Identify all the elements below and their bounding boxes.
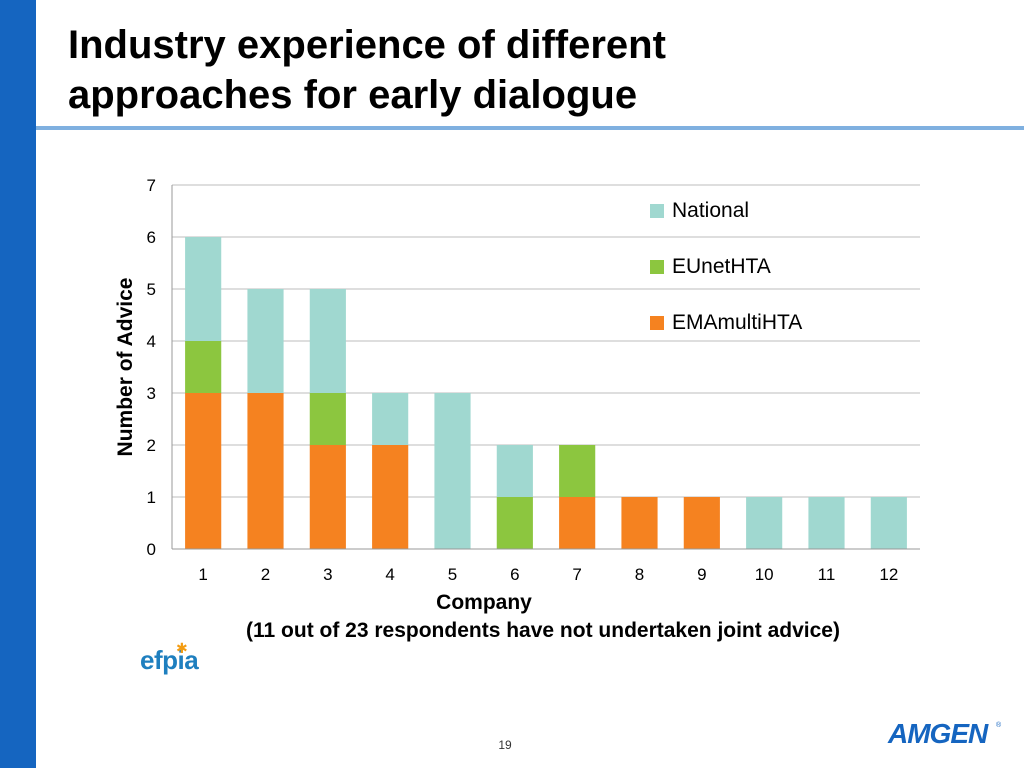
legend-swatch xyxy=(650,316,664,330)
bar-emamultihta xyxy=(683,497,720,549)
bar-national xyxy=(808,497,845,549)
x-tick-label: 12 xyxy=(879,565,898,584)
bar-national xyxy=(496,445,533,497)
y-tick-label: 3 xyxy=(147,384,156,403)
bar-national xyxy=(309,289,346,393)
title-divider xyxy=(36,126,1024,130)
legend: National EUnetHTA EMAmultiHTA xyxy=(650,199,802,334)
x-tick-label: 6 xyxy=(510,565,519,584)
slide-title-line-1: Industry experience of different xyxy=(68,23,666,67)
bar-emamultihta xyxy=(559,497,596,549)
bar-eunethta xyxy=(309,393,346,445)
x-tick-label: 9 xyxy=(697,565,706,584)
left-accent-bar xyxy=(0,0,36,768)
x-tick-label: 7 xyxy=(572,565,581,584)
x-tick-label: 10 xyxy=(755,565,774,584)
y-tick-label: 6 xyxy=(147,228,156,247)
bars xyxy=(185,237,907,549)
bar-emamultihta xyxy=(372,445,409,549)
bar-national xyxy=(247,289,284,393)
x-tick-label: 1 xyxy=(198,565,207,584)
y-tick-label: 4 xyxy=(147,332,156,351)
legend-swatch xyxy=(650,260,664,274)
x-tick-label: 8 xyxy=(635,565,644,584)
legend-label: National xyxy=(672,199,749,222)
x-axis-note: (11 out of 23 respondents have not under… xyxy=(246,619,840,642)
page-number: 19 xyxy=(498,738,512,752)
y-tick-label: 7 xyxy=(147,176,156,195)
bar-emamultihta xyxy=(247,393,284,549)
efpia-logo: efpia xyxy=(140,645,199,675)
y-tick-label: 2 xyxy=(147,436,156,455)
bar-national xyxy=(870,497,907,549)
bar-eunethta xyxy=(185,341,222,393)
bar-eunethta xyxy=(559,445,596,497)
x-tick-label: 5 xyxy=(448,565,457,584)
y-axis-title: Number of Advice xyxy=(114,278,137,457)
bar-national xyxy=(746,497,783,549)
x-tick-label: 11 xyxy=(818,565,836,584)
legend-swatch xyxy=(650,204,664,218)
bar-national xyxy=(434,393,471,549)
bar-emamultihta xyxy=(309,445,346,549)
bar-emamultihta xyxy=(621,497,658,549)
amgen-logo: AMGEN xyxy=(888,718,988,749)
bar-national xyxy=(372,393,409,445)
slide-title-line-2: approaches for early dialogue xyxy=(68,73,638,117)
bar-national xyxy=(185,237,222,341)
bar-emamultihta xyxy=(185,393,222,549)
x-tick-label: 3 xyxy=(323,565,332,584)
y-tick-label: 0 xyxy=(147,540,156,559)
registered-mark-icon: ® xyxy=(996,722,1002,729)
efpia-star-icon: ✱ xyxy=(176,640,188,656)
legend-label: EMAmultiHTA xyxy=(672,311,802,334)
x-tick-label: 2 xyxy=(261,565,270,584)
y-tick-label: 1 xyxy=(147,488,156,507)
slide-title: Industry experience of different approac… xyxy=(68,20,666,120)
x-tick-label: 4 xyxy=(385,565,394,584)
gridlines xyxy=(172,184,920,550)
y-tick-label: 5 xyxy=(147,280,156,299)
x-axis-title: Company xyxy=(436,591,532,614)
legend-label: EUnetHTA xyxy=(672,255,771,278)
bar-eunethta xyxy=(496,497,533,549)
